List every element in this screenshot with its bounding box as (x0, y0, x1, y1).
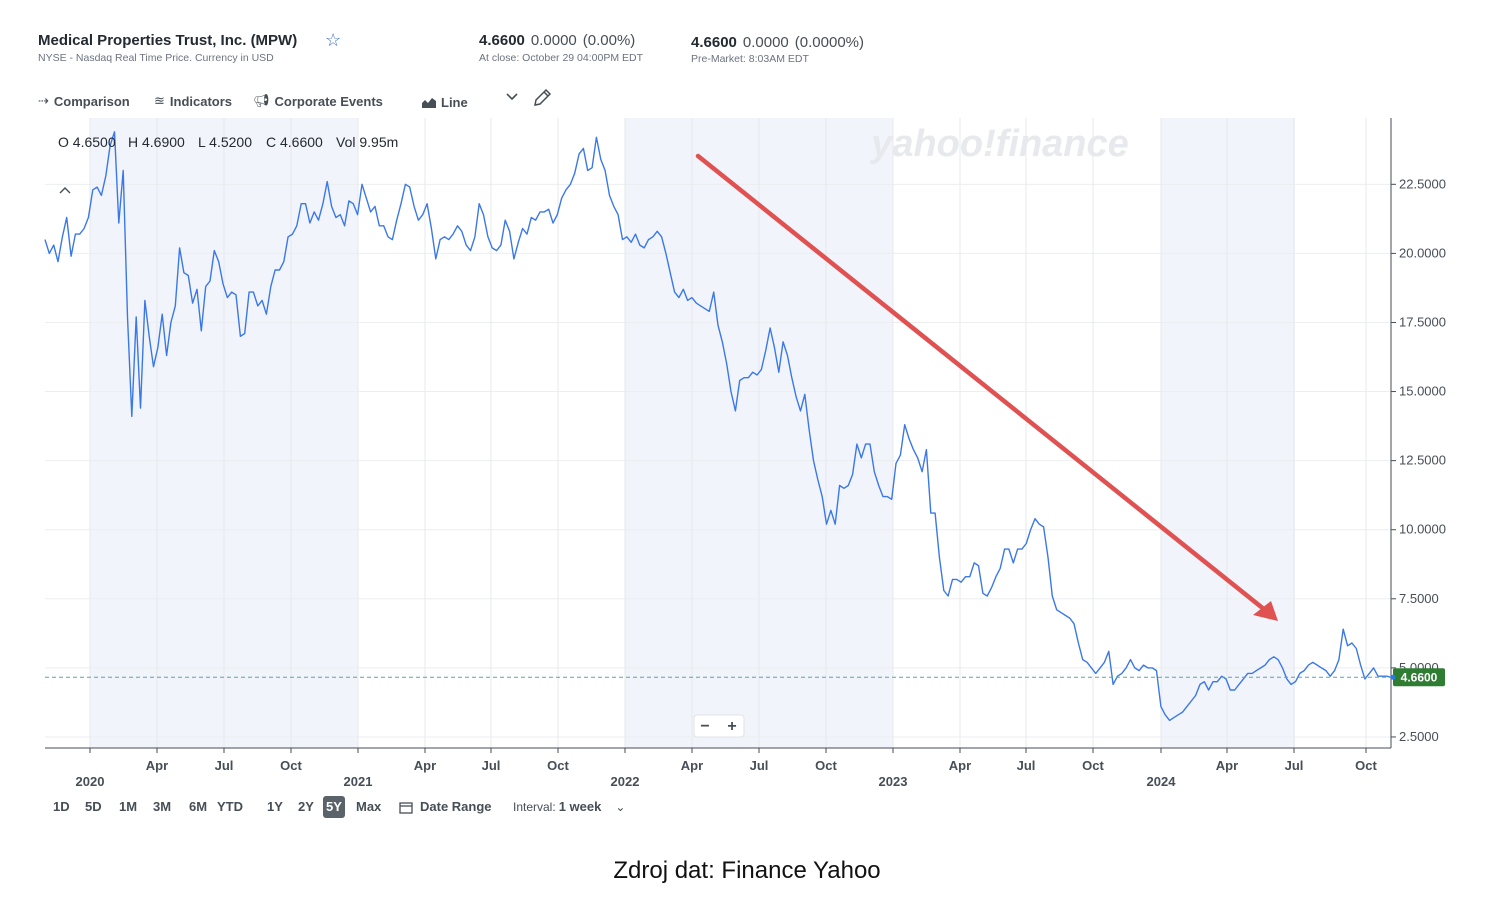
calendar-icon (399, 801, 413, 814)
premarket-price: 4.6600 (691, 34, 737, 51)
last-price-dot (1390, 674, 1396, 680)
ohlc-low: L 4.5200 (198, 134, 252, 150)
premarket-change: 0.0000 (742, 34, 789, 51)
x-month-label: Jul (215, 758, 234, 773)
range-button-5d[interactable]: 5D (85, 799, 102, 814)
close-change: 0.0000 (530, 32, 577, 49)
range-button-2y[interactable]: 2Y (298, 799, 314, 814)
line-chart-icon (422, 98, 436, 108)
last-price-badge-bg (1393, 668, 1445, 687)
x-month-label: Apr (681, 758, 703, 773)
comparison-icon: ⇢ (38, 93, 49, 108)
comparison-button[interactable]: ⇢ Comparison (38, 93, 130, 109)
premarket-quote: 4.6600 0.0000 (0.0000%) (691, 34, 864, 51)
x-month-label: Oct (1355, 758, 1377, 773)
zoom-in-button[interactable]: + (727, 718, 736, 735)
chevron-down-icon[interactable] (506, 93, 518, 101)
y-tick-label: 20.0000 (1399, 245, 1446, 260)
x-year-label: 2020 (76, 774, 105, 789)
y-tick-label: 12.5000 (1399, 453, 1446, 468)
range-button-3m[interactable]: 3M (153, 799, 172, 814)
close-change-pct: (0.00%) (582, 32, 636, 49)
y-tick-label: 10.0000 (1399, 522, 1446, 537)
last-price-badge: 4.6600 (1390, 668, 1445, 687)
close-quote: 4.6600 0.0000 (0.00%) (479, 32, 635, 49)
chart-type-select[interactable]: Line (422, 95, 468, 110)
ohlc-high: H 4.6900 (128, 134, 185, 150)
chart-toolbar: ⇢ Comparison ≊ Indicators 📢︎ Corporate Even… (38, 88, 598, 114)
price-chart[interactable]: yahoo!finance 2.50005.00007.500010.00001… (22, 118, 1452, 823)
y-tick-label: 7.5000 (1399, 591, 1439, 606)
x-month-label: Apr (1216, 758, 1238, 773)
date-range-button[interactable]: Date Range (399, 796, 492, 818)
close-price: 4.6600 (479, 32, 525, 49)
x-year-label: 2023 (879, 774, 908, 789)
ohlc-readout: O 4.6500 H 4.6900 L 4.5200 C 4.6600 Vol … (58, 134, 398, 150)
pencil-icon[interactable] (532, 88, 552, 108)
range-button-max[interactable]: Max (356, 799, 382, 814)
downtrend-arrow (695, 153, 1278, 621)
x-month-label: Oct (815, 758, 837, 773)
ohlc-volume: Vol 9.95m (336, 134, 398, 150)
premarket-change-pct: (0.0000%) (794, 34, 864, 51)
y-tick-label: 2.5000 (1399, 729, 1439, 744)
y-tick-label: 22.5000 (1399, 176, 1446, 191)
zoom-controls-bg (693, 714, 745, 738)
y-tick-label: 15.0000 (1399, 384, 1446, 399)
indicators-label: Indicators (169, 93, 233, 109)
range-button-5y[interactable]: 5Y (323, 796, 345, 818)
x-month-label: Jul (1017, 758, 1036, 773)
arrow-head (1253, 601, 1278, 621)
range-button-1d[interactable]: 1D (53, 799, 70, 814)
premarket-note: Pre-Market: 8:03AM EDT (691, 53, 809, 65)
last-price-value: 4.6600 (1401, 670, 1438, 684)
comparison-label: Comparison (53, 93, 130, 109)
zoom-out-button[interactable]: − (700, 718, 709, 735)
quote-header: Medical Properties Trust, Inc. (MPW) ☆ N… (38, 30, 1448, 70)
zoom-controls: − + (693, 714, 745, 738)
interval-label: Interval: (513, 800, 556, 814)
indicators-button[interactable]: ≊ Indicators (154, 93, 232, 109)
range-button-1m[interactable]: 1M (119, 799, 138, 814)
x-month-label: Oct (280, 758, 302, 773)
x-month-label: Apr (414, 758, 436, 773)
range-button-ytd[interactable]: YTD (217, 799, 243, 814)
indicators-icon: ≊ (154, 93, 165, 108)
chart-area[interactable]: yahoo!finance 2.5000 5.0000 7.5000 10.0000 1… (22, 118, 1452, 823)
x-month-label: Apr (949, 758, 971, 773)
star-icon[interactable]: ☆ (325, 30, 342, 50)
range-selector: 1D 5D 1M 3M 6M YTD 1Y 2Y 5Y Max Date Range Interv… (46, 796, 686, 820)
arrow-shaft (695, 153, 1273, 617)
x-month-label: Jul (482, 758, 501, 773)
source-caption: Zdroj dat: Finance Yahoo (613, 857, 881, 884)
year-shade-band (1161, 118, 1295, 748)
chevron-down-icon: ⌄ (615, 800, 626, 814)
close-note: At close: October 29 04:00PM EDT (479, 52, 643, 64)
range-button-1y[interactable]: 1Y (267, 799, 283, 814)
x-year-label: 2021 (344, 774, 373, 789)
yahoo-finance-watermark: yahoo!finance (869, 123, 1129, 165)
date-range-label: Date Range (420, 799, 492, 814)
x-month-label: Apr (146, 758, 168, 773)
chart-type-label: Line (441, 95, 468, 110)
ohlc-open: O 4.6500 (58, 134, 116, 150)
ohlc-close: C 4.6600 (266, 134, 323, 150)
interval-value: 1 week (558, 799, 602, 814)
x-year-label: 2022 (611, 774, 640, 789)
collapse-chevron-icon[interactable] (59, 187, 71, 194)
price-series-line (44, 131, 1392, 722)
corporate-events-button[interactable]: 📢︎ Corporate Events (253, 93, 383, 109)
interval-select[interactable]: Interval: 1 week ⌄ (513, 796, 625, 818)
x-month-label: Jul (750, 758, 769, 773)
x-month-label: Oct (1082, 758, 1104, 773)
corporate-events-label: Corporate Events (274, 93, 383, 109)
x-month-label: Jul (1285, 758, 1304, 773)
y-tick-label: 17.5000 (1399, 314, 1446, 329)
company-name: Medical Properties Trust, Inc. (MPW) (38, 32, 298, 49)
range-button-6m[interactable]: 6M (189, 799, 208, 814)
exchange-note: NYSE - Nasdaq Real Time Price. Currency … (38, 52, 274, 64)
megaphone-icon: 📢︎ (253, 93, 270, 108)
x-year-label: 2024 (1147, 774, 1177, 789)
x-month-label: Oct (547, 758, 569, 773)
